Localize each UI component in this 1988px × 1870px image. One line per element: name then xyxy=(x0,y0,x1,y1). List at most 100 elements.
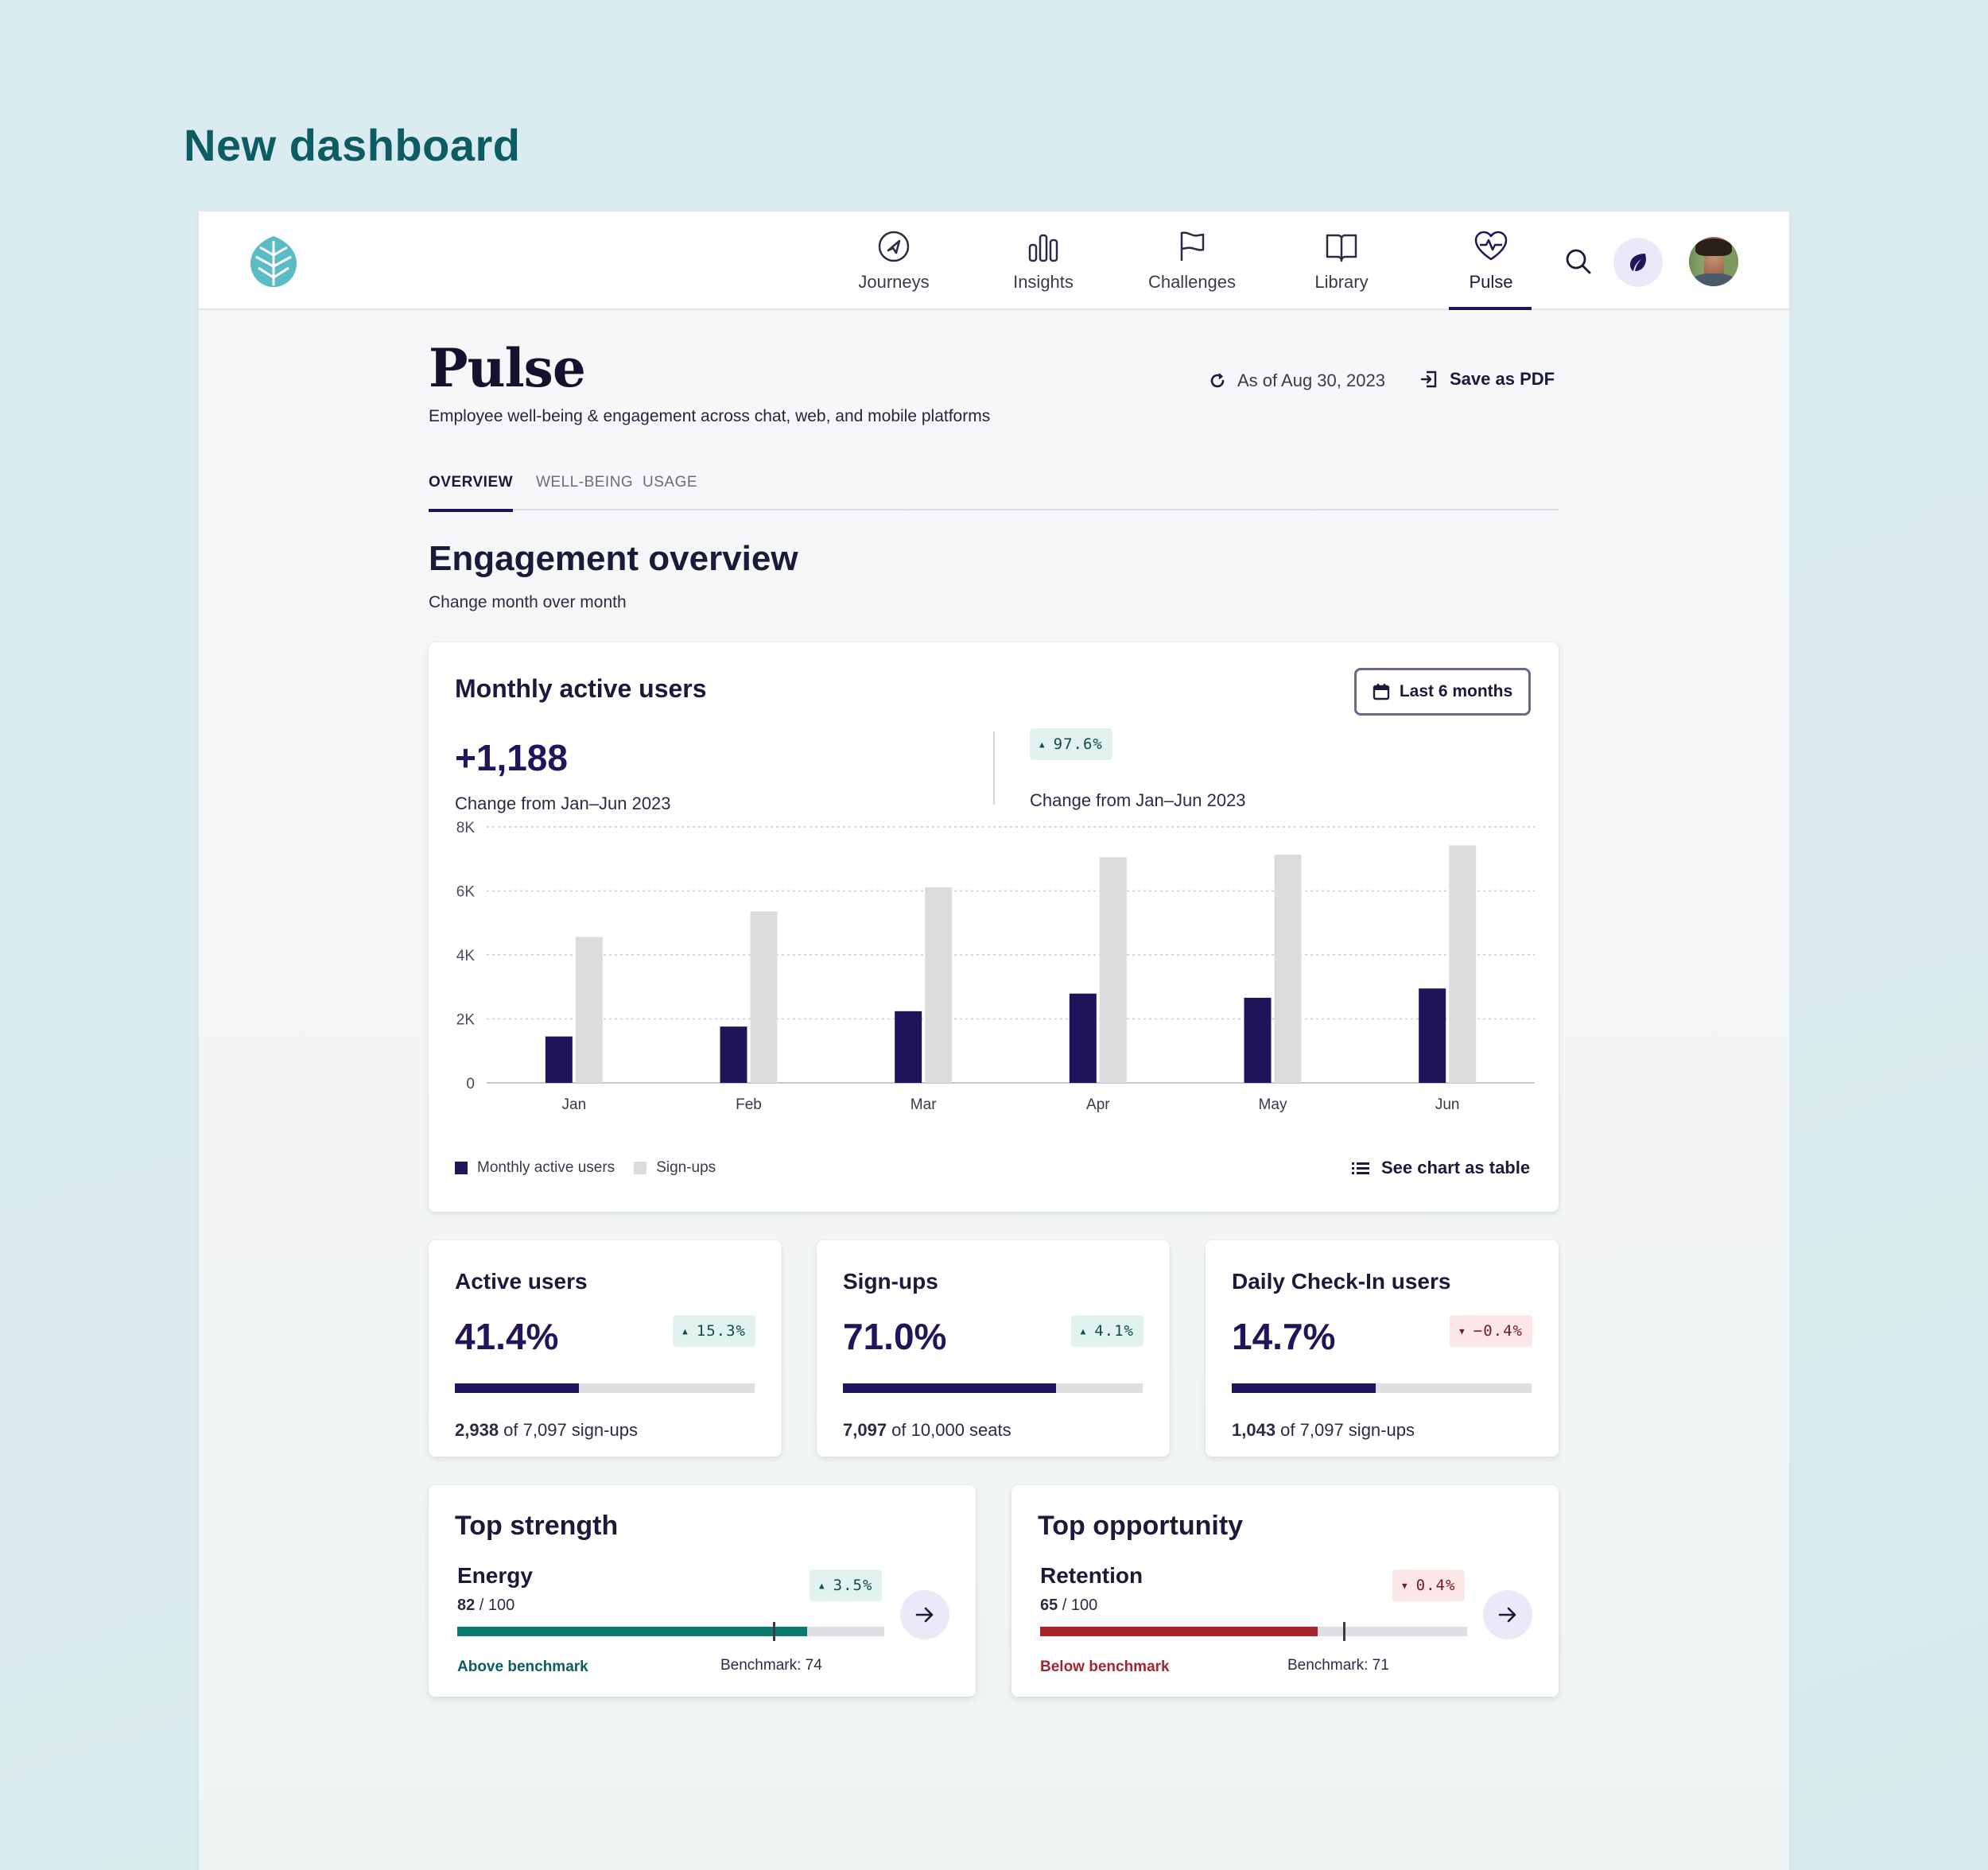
export-icon xyxy=(1420,371,1437,388)
stat-progress-fill xyxy=(1232,1383,1376,1393)
mau-pct-badge: ▲ 97.6% xyxy=(1030,728,1112,760)
see-chart-as-table-link[interactable]: See chart as table xyxy=(1351,1158,1530,1178)
tab-well-being[interactable]: WELL-BEING xyxy=(536,474,634,491)
bar-mau xyxy=(1244,997,1272,1083)
tab-overview[interactable]: OVERVIEW xyxy=(429,474,514,512)
stat-badge-value: 15.3% xyxy=(696,1322,746,1340)
legend-item-signups: Sign-ups xyxy=(634,1159,716,1177)
search-button[interactable] xyxy=(1559,242,1598,281)
score-fill xyxy=(457,1627,808,1636)
stat-caption: 1,043 of 7,097 sign-ups xyxy=(1232,1420,1415,1441)
refresh-icon[interactable] xyxy=(1209,372,1226,390)
benchmark-marker xyxy=(1343,1622,1346,1641)
card-title: Top opportunity xyxy=(1038,1511,1244,1541)
score-value: 82 xyxy=(457,1596,476,1614)
bar-mau xyxy=(720,1026,747,1083)
bar-signups xyxy=(575,937,603,1083)
compass-icon xyxy=(878,231,910,262)
calendar-icon xyxy=(1373,684,1390,700)
bar-mau xyxy=(545,1036,573,1083)
benchmark-label: Benchmark: 74 xyxy=(720,1657,822,1674)
stat-progress-fill xyxy=(455,1383,580,1393)
mau-change-value: +1,188 xyxy=(455,737,568,778)
search-icon xyxy=(1566,249,1591,274)
list-icon xyxy=(1352,1162,1369,1174)
up-triangle-icon: ▲ xyxy=(819,1580,825,1591)
leaf-button[interactable] xyxy=(1613,238,1663,287)
legend-label: Monthly active users xyxy=(477,1159,615,1176)
bar-signups xyxy=(1449,845,1477,1083)
legend-label: Sign-ups xyxy=(656,1159,716,1176)
metric-badge: ▲ 3.5% xyxy=(810,1569,883,1601)
heart-pulse-icon xyxy=(1474,231,1508,261)
stat-badge: ▲ 15.3% xyxy=(673,1315,755,1347)
nav-library[interactable]: Library xyxy=(1282,229,1401,310)
nav-pulse[interactable]: Pulse xyxy=(1431,229,1551,310)
y-tick-label: 2K xyxy=(456,1012,476,1029)
section-title: Engagement overview xyxy=(429,539,798,578)
app-window: Journeys Insights Challenges Library Pul… xyxy=(199,211,1789,1870)
x-tick-label: Apr xyxy=(1086,1096,1110,1113)
divider xyxy=(993,731,995,805)
nav-label: Library xyxy=(1314,272,1369,292)
legend-swatch xyxy=(455,1162,468,1174)
stat-progress-bar xyxy=(1232,1383,1532,1393)
mau-card: Monthly active users Last 6 months +1,18… xyxy=(429,642,1559,1212)
bar-signups xyxy=(1274,855,1302,1083)
stat-badge: ▲ 4.1% xyxy=(1070,1315,1143,1347)
metric-badge-value: 0.4% xyxy=(1415,1577,1456,1594)
strength-details-button[interactable] xyxy=(900,1590,949,1639)
stat-caption-count: 1,043 xyxy=(1232,1420,1276,1440)
nav-label: Pulse xyxy=(1469,272,1513,292)
see-table-label: See chart as table xyxy=(1381,1158,1531,1177)
stat-progress-bar xyxy=(843,1383,1143,1393)
date-range-button[interactable]: Last 6 months xyxy=(1354,668,1531,716)
nav-journeys[interactable]: Journeys xyxy=(834,229,953,310)
stat-value: 71.0% xyxy=(843,1316,947,1357)
bar-mau xyxy=(895,1011,922,1083)
legend-swatch xyxy=(634,1162,647,1174)
score-max: / 100 xyxy=(1058,1596,1098,1614)
metric-badge-value: 3.5% xyxy=(833,1577,873,1594)
flag-icon xyxy=(1180,231,1205,261)
score-max: / 100 xyxy=(475,1596,515,1614)
metric-score: 65 / 100 xyxy=(1040,1596,1097,1615)
x-tick-label: May xyxy=(1259,1096,1287,1113)
opportunity-details-button[interactable] xyxy=(1483,1590,1532,1639)
stat-card-active-users: Active users 41.4% ▲ 15.3% 2,938 of 7,09… xyxy=(429,1240,782,1457)
avatar[interactable] xyxy=(1689,237,1738,286)
nav-label: Challenges xyxy=(1147,272,1237,292)
up-triangle-icon: ▲ xyxy=(1080,1325,1087,1337)
down-triangle-icon: ▼ xyxy=(1459,1325,1466,1337)
score-value: 65 xyxy=(1040,1596,1058,1614)
down-triangle-icon: ▼ xyxy=(1402,1580,1408,1591)
book-icon xyxy=(1326,234,1357,262)
leaf-logo-icon[interactable] xyxy=(249,235,298,289)
bar-chart-icon xyxy=(1028,234,1058,262)
nav-insights[interactable]: Insights xyxy=(984,229,1103,310)
tab-usage[interactable]: USAGE xyxy=(643,474,698,491)
stat-title: Daily Check-In users xyxy=(1232,1269,1451,1294)
top-nav: Journeys Insights Challenges Library Pul… xyxy=(199,211,1789,310)
as-of-date: As of Aug 30, 2023 xyxy=(1209,371,1385,391)
score-fill xyxy=(1040,1627,1318,1636)
page-heading: New dashboard xyxy=(184,120,521,170)
save-pdf-button[interactable]: Save as PDF xyxy=(1419,369,1555,390)
x-tick-label: Mar xyxy=(911,1096,937,1113)
nav-label: Journeys xyxy=(858,272,930,292)
stat-progress-bar xyxy=(455,1383,755,1393)
bar-mau xyxy=(1069,993,1097,1083)
mau-change-caption: Change from Jan–Jun 2023 xyxy=(455,793,671,813)
card-title: Top strength xyxy=(455,1511,619,1541)
benchmark-marker xyxy=(773,1622,776,1641)
stat-caption-rest: of 10,000 seats xyxy=(887,1420,1011,1440)
stat-caption-rest: of 7,097 sign-ups xyxy=(499,1420,638,1440)
y-tick-label: 8K xyxy=(456,820,476,836)
bar-signups xyxy=(1099,857,1127,1083)
nav-challenges[interactable]: Challenges xyxy=(1132,229,1252,310)
top-opportunity-card: Top opportunity Retention 65 / 100 ▼ 0.4… xyxy=(1011,1485,1559,1697)
stat-title: Active users xyxy=(455,1269,588,1294)
score-bar xyxy=(457,1622,884,1641)
date-range-label: Last 6 months xyxy=(1399,682,1513,700)
legend-item-mau: Monthly active users xyxy=(455,1159,615,1177)
